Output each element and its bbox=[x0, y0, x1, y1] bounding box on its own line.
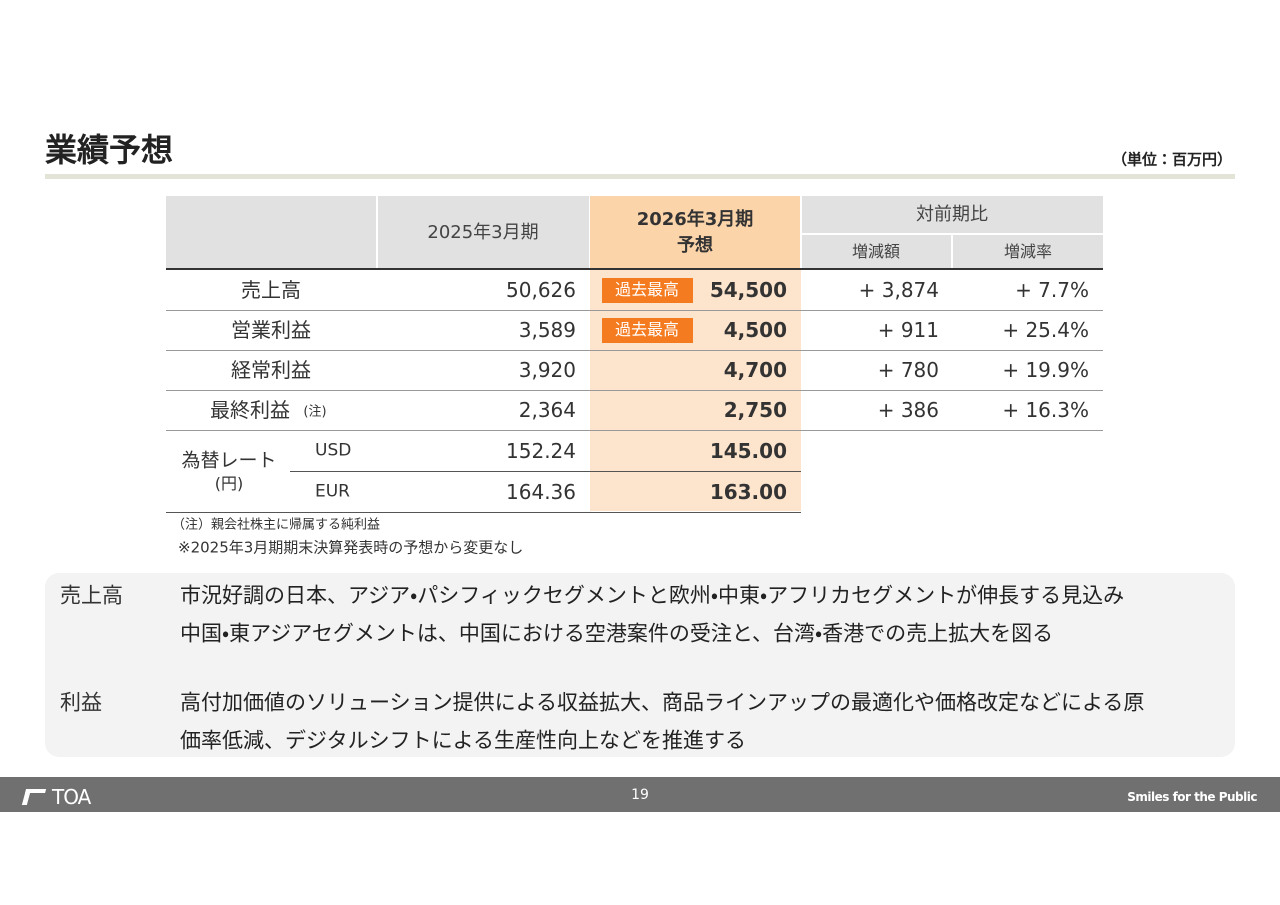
footer-logo: TOA bbox=[52, 785, 91, 809]
header-cell bbox=[590, 196, 800, 268]
header-cell bbox=[166, 196, 376, 268]
footer-bar bbox=[0, 777, 1280, 812]
row-rule bbox=[166, 310, 1103, 311]
cell-value: + 911 bbox=[877, 318, 939, 342]
row-rule bbox=[166, 512, 801, 513]
cell-value: 2,750 bbox=[723, 398, 787, 422]
cell-value: + 780 bbox=[877, 358, 939, 382]
record-badge bbox=[602, 278, 693, 303]
cell-value: + 19.9% bbox=[1002, 358, 1089, 382]
note: （注）親会社株主に帰属する純利益 bbox=[172, 517, 381, 533]
record-badge bbox=[602, 318, 693, 343]
summary-line: 高付加価値のソリューション提供による収益拡大、商品ラインアップの最適化や価格改定… bbox=[180, 690, 1145, 715]
summary-line: 市況好調の日本、アジア・パシフィックセグメントと欧州・中東・アフリカセグメントが… bbox=[180, 583, 1125, 608]
column-header: 予想 bbox=[677, 235, 713, 256]
row-label: 営業利益 bbox=[231, 318, 311, 342]
cell-value: 4,700 bbox=[723, 358, 787, 382]
cell-value: 4,500 bbox=[723, 318, 787, 342]
column-header: 増減額 bbox=[851, 242, 901, 261]
fx-label: 為替レート bbox=[181, 449, 277, 472]
cell-value: 50,626 bbox=[506, 278, 576, 302]
currency: USD bbox=[315, 440, 352, 461]
summary-line: 価率低減、デジタルシフトによる生産性向上などを推進する bbox=[180, 728, 746, 753]
slide-title: 業績予想 bbox=[45, 131, 174, 169]
cell-value: 2,364 bbox=[518, 398, 576, 422]
title-rule bbox=[45, 174, 1235, 179]
cell-value: + 386 bbox=[877, 398, 939, 422]
footer-tagline: Smiles for the Public bbox=[1127, 790, 1257, 804]
cell-value: 164.36 bbox=[506, 480, 576, 504]
column-header: 増減率 bbox=[1003, 242, 1053, 261]
cell-value: 3,589 bbox=[518, 318, 576, 342]
header-cell bbox=[953, 235, 1103, 268]
row-rule bbox=[290, 471, 801, 472]
cell-value: 145.00 bbox=[709, 439, 787, 463]
currency: EUR bbox=[315, 481, 350, 502]
record-badge-text: 過去最高 bbox=[614, 320, 680, 339]
note: ※2025年3月期期末決算発表時の予想から変更なし bbox=[178, 538, 524, 557]
logo-mark bbox=[21, 789, 47, 805]
row-note: (注) bbox=[303, 404, 327, 420]
row-rule bbox=[166, 430, 1103, 431]
header-cell bbox=[802, 235, 951, 268]
column-header: 対前期比 bbox=[916, 204, 988, 225]
summary-heading: 売上高 bbox=[60, 583, 123, 608]
row-label: 最終利益 bbox=[210, 398, 290, 422]
summary-heading: 利益 bbox=[60, 690, 102, 715]
column-header: 2026年3月期 bbox=[636, 209, 754, 230]
cell-value: + 3,874 bbox=[858, 278, 939, 302]
page-number: 19 bbox=[631, 787, 649, 803]
summary-line: 中国・東アジアセグメントは、中国における空港案件の受注と、台湾・香港での売上拡大… bbox=[180, 621, 1054, 646]
row-label: 売上高 bbox=[241, 278, 301, 302]
fx-label: (円) bbox=[214, 474, 244, 493]
cell-value: + 7.7% bbox=[1015, 278, 1089, 302]
summary-box bbox=[45, 573, 1235, 757]
header-cell bbox=[802, 196, 1103, 233]
record-badge-text: 過去最高 bbox=[614, 280, 680, 299]
cell-value: 152.24 bbox=[506, 439, 576, 463]
cell-value: + 16.3% bbox=[1002, 398, 1089, 422]
unit-label: （単位：百万円） bbox=[1111, 150, 1232, 169]
cell-value: 163.00 bbox=[709, 480, 787, 504]
row-rule bbox=[166, 390, 1103, 391]
cell-value: 54,500 bbox=[709, 278, 787, 302]
row-label: 経常利益 bbox=[231, 358, 311, 382]
header-cell bbox=[378, 196, 589, 268]
column-header: 2025年3月期 bbox=[427, 222, 539, 243]
cell-value: 3,920 bbox=[518, 358, 576, 382]
header-rule bbox=[166, 268, 1103, 270]
row-rule bbox=[166, 350, 1103, 351]
cell-value: + 25.4% bbox=[1002, 318, 1089, 342]
